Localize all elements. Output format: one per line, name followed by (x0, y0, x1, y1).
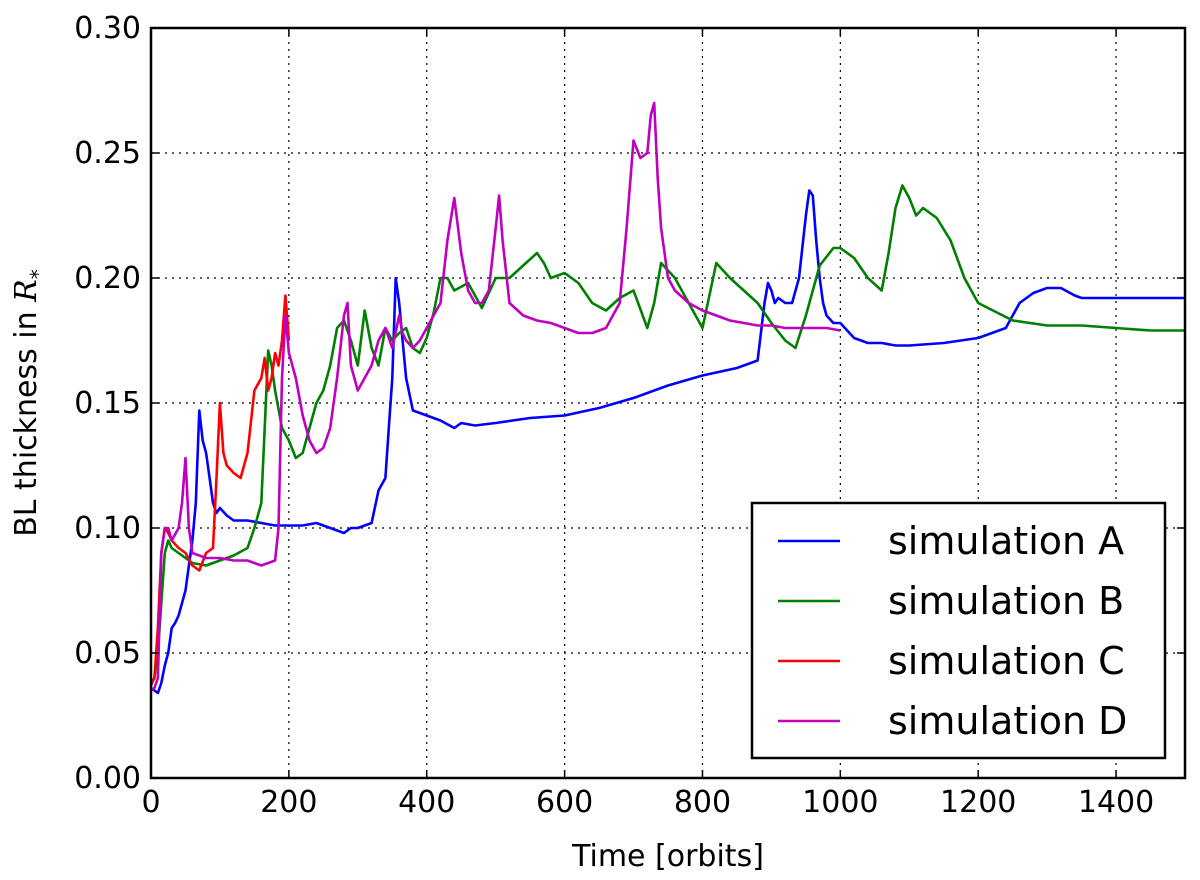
y-axis-label-subscript: * (26, 269, 50, 279)
x-tick-label: 1400 (1078, 785, 1154, 820)
series-line-simulation-b (151, 184, 1185, 687)
legend: simulation A simulation B simulation C simu… (750, 501, 1167, 760)
legend-label: simulation D (888, 699, 1127, 743)
x-tick-label: 600 (536, 785, 593, 820)
x-tick-label: 400 (398, 785, 455, 820)
x-tick-labels: 0 200 400 600 800 1000 1200 1400 (141, 785, 1154, 820)
y-tick-label: 0.10 (74, 511, 141, 546)
y-tick-label: 0.20 (74, 261, 141, 296)
x-tick-label: 1200 (940, 785, 1016, 820)
y-tick-label: 0.25 (74, 136, 141, 171)
legend-label: simulation B (888, 579, 1124, 623)
legend-box (750, 501, 1167, 760)
y-tick-label: 0.05 (74, 636, 141, 671)
y-tick-label: 0.00 (74, 761, 141, 796)
series-line-simulation-a (151, 189, 1185, 695)
y-axis-label-prefix: BL thickness in (9, 302, 44, 537)
legend-label: simulation C (888, 639, 1125, 683)
series-line-simulation-d (151, 101, 841, 692)
y-axis-label: BL thickness in R* (9, 269, 50, 537)
x-tick-label: 0 (141, 785, 160, 820)
y-tick-label: 0.15 (74, 386, 141, 421)
series-layer (151, 101, 1185, 695)
y-tick-label: 0.30 (74, 11, 141, 46)
series-line-simulation-c (151, 294, 291, 684)
x-axis-label: Time [orbits] (571, 839, 764, 874)
y-axis-label-symbol: R (9, 279, 44, 303)
legend-label: simulation A (888, 519, 1124, 563)
x-tick-label: 200 (260, 785, 317, 820)
y-tick-labels: 0.00 0.05 0.10 0.15 0.20 0.25 0.30 (74, 11, 141, 796)
tick-marks (150, 27, 1185, 779)
x-tick-label: 1000 (802, 785, 878, 820)
x-tick-label: 800 (674, 785, 731, 820)
